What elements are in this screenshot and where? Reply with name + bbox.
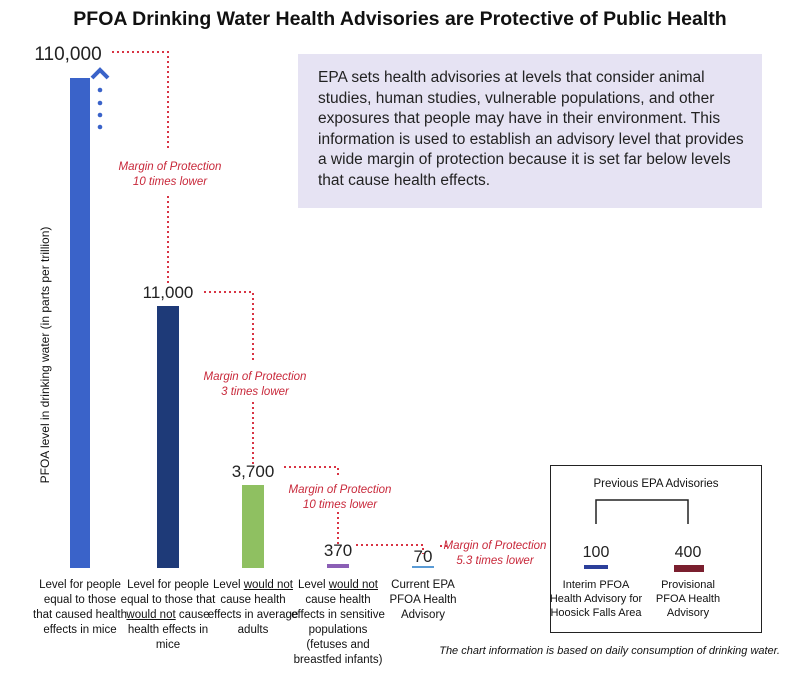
legend-title: Previous EPA Advisories [593,478,719,490]
bar-value-label: 3,700 [231,462,275,481]
legend-swatch [674,565,704,572]
category-label: Level for people equal to those that would… [120,579,216,651]
axis-break-chevron [90,67,110,80]
margin-of-protection-label: Margin of Protection 3 times lower [203,371,307,398]
bar-value-label: 110,000 [34,44,102,65]
category-label: Level for people equal to those that cause… [33,579,127,636]
category-label: Current EPA PFOA Health Advisory [389,579,457,621]
bar-2 [157,306,179,568]
info-box: EPA sets health advisories at levels tha… [298,54,762,208]
category-label: Level would not cause health effects in se… [291,579,385,666]
margin-of-protection-label: Margin of Protection 10 times lower [288,484,392,511]
legend-swatch [584,565,608,569]
axis-break-dot [97,124,103,130]
axis-break-dot [97,100,103,106]
legend: Previous EPA Advisories 100 Interim PFOA H… [550,465,762,633]
y-axis-label: PFOA level in drinking water (in parts p… [38,226,52,484]
chart-title: PFOA Drinking Water Health Advisories ar… [73,8,727,30]
margin-of-protection-label: Margin of Protection 5.3 times lower [443,540,547,567]
legend-value: 400 [674,544,702,561]
legend-label: Interim PFOA Health Advisory for Hoosick F… [549,579,643,619]
footnote: The chart information is based on daily … [439,645,780,657]
bar-5 [412,566,434,568]
bar-value-label: 70 [413,547,433,566]
legend-value: 100 [582,544,610,561]
bar-value-label: 11,000 [142,283,194,302]
category-label: Level would not cause health effects in av… [207,579,299,636]
margin-connector [204,291,254,465]
bar-3 [242,485,264,568]
margin-of-protection-label: Margin of Protection 10 times lower [118,161,222,188]
margin-connector [112,51,169,285]
axis-break-dot [97,87,103,93]
bar-value-label: 370 [323,541,353,560]
margin-connector [284,466,339,545]
legend-connector [584,499,704,572]
axis-break-dot [97,112,103,118]
margin-connector [356,544,447,554]
legend-label: Provisional PFOA Health Advisory [655,579,721,619]
bar-4 [327,564,349,568]
bar-1 [70,78,90,568]
